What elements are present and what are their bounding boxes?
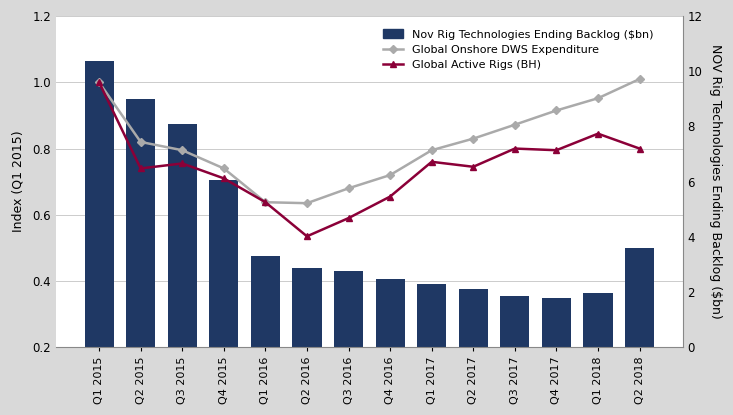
Bar	[625, 248, 654, 347]
Bar	[459, 289, 487, 347]
Y-axis label: Index (Q1 2015): Index (Q1 2015)	[11, 131, 24, 232]
Bar	[375, 279, 405, 347]
Bar	[209, 180, 238, 347]
Bar	[334, 271, 363, 347]
Legend: Nov Rig Technologies Ending Backlog ($bn), Global Onshore DWS Expenditure, Globa: Nov Rig Technologies Ending Backlog ($bn…	[379, 25, 658, 74]
Bar	[417, 284, 446, 347]
Bar	[542, 298, 571, 347]
Bar	[126, 99, 155, 347]
Bar	[292, 268, 322, 347]
Bar	[251, 256, 280, 347]
Bar	[84, 61, 114, 347]
Bar	[501, 296, 529, 347]
Y-axis label: NOV Rig Technologies Ending Backlog ($bn): NOV Rig Technologies Ending Backlog ($bn…	[709, 44, 722, 319]
Bar	[168, 124, 196, 347]
Bar	[583, 293, 613, 347]
